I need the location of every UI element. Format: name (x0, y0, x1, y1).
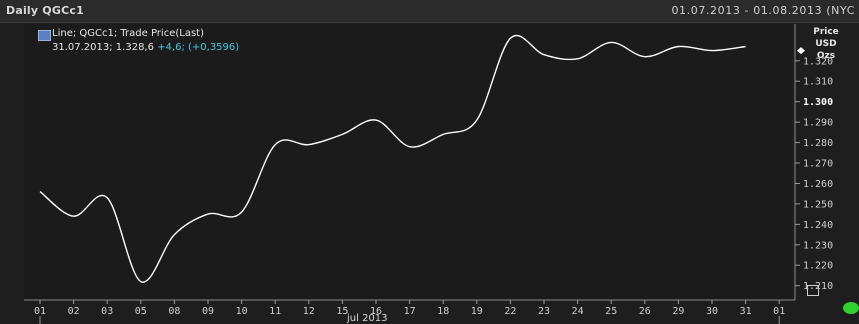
y-axis-header-unit: Ozs (816, 51, 836, 61)
y-tick-label: 1.220 (803, 261, 833, 272)
legend-last-value: 31.07.2013; 1.328,6 +4,6; (+0,3596) (52, 42, 239, 53)
legend-change: +4,6; (+0,3596) (157, 42, 240, 53)
x-tick-label: 01 (773, 306, 785, 317)
chart-title: Daily QGCc1 (6, 4, 84, 17)
x-tick-label: 08 (168, 306, 180, 317)
y-tick-label: 1.240 (803, 220, 833, 231)
title-bar: Daily QGCc1 01.07.2013 - 01.08.2013 (NYC (0, 0, 859, 23)
x-tick-label: 29 (672, 306, 684, 317)
x-tick-label: 11 (269, 306, 281, 317)
x-tick-label: 23 (538, 306, 550, 317)
x-tick-label: 01 (34, 306, 46, 317)
x-tick-label: 25 (605, 306, 617, 317)
scale-toggle-icon[interactable] (807, 285, 819, 296)
x-tick-label: 26 (639, 306, 651, 317)
y-tick-label: 1.310 (803, 77, 833, 88)
x-tick-label: 16 (370, 306, 382, 317)
x-tick-label: 22 (504, 306, 516, 317)
y-tick-label: 1.300 (803, 97, 833, 108)
legend-line-icon[interactable] (38, 30, 51, 41)
legend-series-label: Line; QGCc1; Trade Price(Last) (52, 28, 204, 39)
x-tick-label: 30 (706, 306, 718, 317)
x-tick-label: 15 (336, 306, 348, 317)
x-tick-label: 02 (68, 306, 80, 317)
x-tick-label: 09 (202, 306, 214, 317)
y-axis-header: Price USD Ozs (796, 26, 856, 62)
status-indicator-icon (843, 302, 859, 314)
x-tick-label: 31 (740, 306, 752, 317)
y-axis-header-currency: USD (815, 39, 837, 49)
legend-date-value: 31.07.2013; 1.328,6 (52, 42, 154, 53)
last-value-marker (797, 47, 805, 55)
y-tick-label: 1.280 (803, 138, 833, 149)
y-tick-label: 1.290 (803, 118, 833, 129)
y-tick-label: 1.260 (803, 179, 833, 190)
axis-lines (24, 24, 796, 301)
date-range: 01.07.2013 - 01.08.2013 (NYC (671, 4, 855, 17)
x-tick-label: 05 (135, 306, 147, 317)
x-tick-label: 10 (236, 306, 248, 317)
x-tick-label: 24 (572, 306, 584, 317)
y-tick-label: 1.250 (803, 199, 833, 210)
plot-area[interactable] (24, 24, 792, 300)
x-tick-label: 17 (404, 306, 416, 317)
x-tick-label: 03 (101, 306, 113, 317)
x-tick-label: 18 (437, 306, 449, 317)
price-series-line (39, 35, 746, 283)
x-axis-month-label: jul 2013 (347, 313, 388, 324)
x-tick-label: 19 (471, 306, 483, 317)
y-axis-header-price: Price (813, 27, 839, 37)
x-axis-ticks: 01 02 03 05 08 09 10 11 12 15 16 17 18 19 22 23 24 25 26 29… (34, 300, 785, 324)
y-tick-label: 1.320 (803, 56, 833, 67)
y-tick-label: 1.270 (803, 159, 833, 170)
y-axis-ticks: 1.320 1.310 1.300 1.290 1.280 1.270 1.260 1.250… (795, 56, 833, 292)
y-tick-label: 1.230 (803, 240, 833, 251)
x-tick-label: 12 (303, 306, 315, 317)
